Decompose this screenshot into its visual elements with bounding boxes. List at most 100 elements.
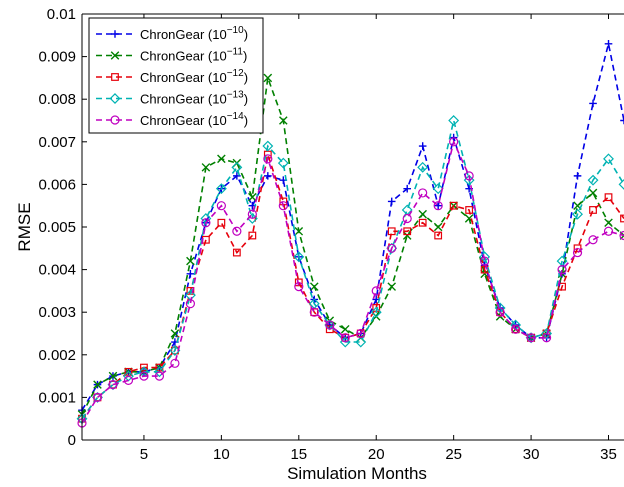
series-3-point-34 (589, 206, 597, 214)
y-tick-label-2: 0.002 (38, 347, 76, 364)
legend-item-3: ChronGear (10−12) (96, 68, 248, 85)
series-5-point-36 (619, 230, 624, 241)
series-4-point-31 (541, 328, 553, 339)
series-3-point-10 (217, 218, 226, 227)
series-1-point-35 (604, 40, 613, 48)
series-5-point-8 (185, 299, 195, 309)
series-5-point-11 (232, 226, 242, 236)
series-3-point-32 (558, 282, 566, 291)
series-4-point-10 (215, 183, 227, 195)
series-3-point-2 (93, 393, 102, 402)
legend-marker-1 (111, 30, 119, 38)
legend-marker-2 (110, 51, 120, 60)
series-3-point-29 (511, 325, 520, 334)
series-2-point-35 (604, 218, 613, 228)
series-2-point-12 (248, 192, 257, 202)
series-1-point-21 (387, 197, 396, 206)
series-3-point-15 (294, 278, 303, 287)
series-5-point-23 (418, 188, 428, 198)
series-5-point-26 (464, 171, 474, 181)
series-1-point-33 (573, 172, 582, 180)
x-tick-label-25: 25 (445, 446, 462, 463)
series-1-point-23 (418, 142, 427, 150)
series-5-point-34 (588, 235, 598, 245)
legend-label-3: ChronGear (10−12) (140, 68, 248, 85)
series-2-point-34 (588, 188, 598, 198)
y-tick-label-0: 0 (68, 432, 76, 449)
series-5-point-28 (495, 307, 505, 317)
series-5-point-5 (139, 371, 149, 381)
x-tick-label-35: 35 (600, 446, 617, 463)
series-4-point-25 (448, 115, 460, 126)
series-5-point-15 (294, 282, 304, 292)
series-4-point-15 (293, 251, 305, 263)
series-5-point-20 (371, 286, 381, 296)
series-3-point-25 (449, 201, 458, 210)
y-tick-label-9: 0.009 (38, 49, 76, 66)
series-2-point-36 (619, 231, 624, 240)
series-3-point-36 (620, 214, 624, 223)
series-5-point-3 (108, 380, 118, 390)
series-5-point-6 (154, 371, 165, 381)
series-5-point-4 (123, 375, 134, 385)
series-5-point-7 (170, 358, 180, 368)
series-5-point-29 (510, 324, 521, 334)
series-2-point-18 (340, 324, 350, 334)
legend-label-1: ChronGear (10−10) (140, 25, 248, 42)
y-tick-label-1: 0.001 (38, 389, 76, 406)
legend-item-5: ChronGear (10−14) (96, 111, 248, 128)
legend-marker-4 (109, 93, 121, 104)
series-5-point-17 (325, 320, 335, 330)
series-2-point-3 (108, 371, 118, 381)
series-2-point-24 (433, 222, 443, 232)
series-4-point-13 (262, 140, 274, 152)
series-2-point-21 (387, 282, 397, 291)
series-3-point-35 (604, 193, 613, 202)
series-1-point-8 (186, 270, 195, 278)
legend: ChronGear (10−10) ChronGear (10−11) ChronG… (88, 17, 264, 134)
series-4-point-36 (618, 178, 624, 190)
y-tick-label-3: 0.003 (38, 304, 76, 321)
series-1-point-11 (233, 172, 241, 180)
x-tick-label-10: 10 (213, 446, 230, 463)
series-2-point-14 (279, 116, 288, 125)
x-tick-label-20: 20 (368, 446, 385, 463)
series-2-point-10 (217, 154, 226, 164)
series-5-point-9 (201, 218, 211, 228)
y-tick-label-5: 0.005 (38, 219, 76, 236)
x-tick-label-15: 15 (290, 446, 307, 463)
series-4-point-35 (603, 153, 614, 165)
series-2-point-2 (93, 380, 102, 389)
series-2-point-7 (170, 329, 180, 338)
series-2-point-16 (309, 282, 319, 291)
legend-label-4: ChronGear (10−13) (140, 90, 248, 107)
series-5-point-31 (541, 333, 552, 343)
legend-item-2: ChronGear (10−11) (96, 47, 247, 64)
y-tick-label-4: 0.004 (38, 262, 76, 279)
series-3-point-22 (403, 227, 412, 236)
series-3-point-24 (434, 231, 443, 240)
series-4-point-23 (417, 161, 429, 173)
series-5-point-16 (309, 307, 319, 317)
series-3-point-12 (248, 231, 257, 240)
legend-label-5: ChronGear (10−14) (140, 111, 248, 128)
series-3-point-26 (465, 206, 474, 214)
series-5-line (81, 139, 624, 424)
series-4-point-11 (231, 161, 243, 173)
series-1-point-22 (403, 184, 411, 193)
series-2-point-13 (263, 73, 273, 83)
series-layer (76, 40, 624, 428)
series-5-point-30 (526, 333, 536, 343)
series-5-point-27 (480, 256, 490, 266)
series-5-point-32 (557, 265, 567, 275)
series-1-point-13 (264, 172, 272, 180)
series-1-point-17 (325, 321, 334, 329)
series-3-point-3 (109, 380, 117, 389)
y-tick-label-6: 0.006 (38, 176, 76, 193)
series-4-point-19 (355, 336, 367, 348)
series-5-point-33 (572, 247, 583, 258)
series-5-point-14 (278, 201, 288, 211)
series-5-point-19 (356, 328, 366, 339)
series-5-point-35 (603, 226, 614, 236)
